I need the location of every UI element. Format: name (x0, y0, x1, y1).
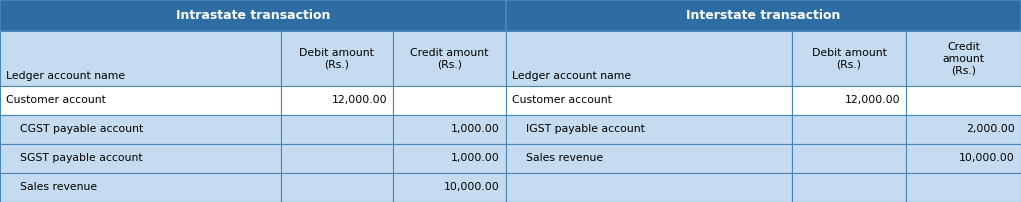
Text: 10,000.00: 10,000.00 (959, 153, 1015, 163)
Bar (0, 0, 506, 31)
Bar (393, 115, 506, 144)
Text: Sales revenue: Sales revenue (512, 153, 603, 163)
Text: Debit amount
(Rs.): Debit amount (Rs.) (299, 48, 375, 69)
Bar (906, 173, 1021, 202)
Text: 12,000.00: 12,000.00 (332, 95, 387, 105)
Bar (506, 0, 1021, 31)
Bar (393, 31, 506, 86)
Bar (906, 31, 1021, 86)
Text: Interstate transaction: Interstate transaction (686, 9, 840, 22)
Bar (906, 144, 1021, 173)
Bar (281, 115, 393, 144)
Bar (791, 173, 906, 202)
Bar (506, 31, 791, 86)
Text: Ledger account name: Ledger account name (512, 71, 631, 81)
Bar (791, 115, 906, 144)
Bar (281, 173, 393, 202)
Text: Credit
amount
(Rs.): Credit amount (Rs.) (942, 42, 984, 75)
Text: IGST payable account: IGST payable account (512, 124, 645, 134)
Bar (0, 173, 281, 202)
Text: 10,000.00: 10,000.00 (444, 182, 500, 193)
Bar (791, 144, 906, 173)
Bar (791, 31, 906, 86)
Bar (0, 31, 281, 86)
Text: 2,000.00: 2,000.00 (966, 124, 1015, 134)
Bar (791, 86, 906, 115)
Bar (0, 115, 281, 144)
Bar (393, 86, 506, 115)
Bar (281, 86, 393, 115)
Bar (506, 173, 791, 202)
Text: 1,000.00: 1,000.00 (451, 153, 500, 163)
Bar (506, 86, 791, 115)
Bar (506, 115, 791, 144)
Text: 12,000.00: 12,000.00 (844, 95, 900, 105)
Text: SGST payable account: SGST payable account (6, 153, 143, 163)
Text: CGST payable account: CGST payable account (6, 124, 143, 134)
Bar (506, 144, 791, 173)
Text: Credit amount
(Rs.): Credit amount (Rs.) (410, 48, 489, 69)
Text: Customer account: Customer account (512, 95, 612, 105)
Text: Intrastate transaction: Intrastate transaction (176, 9, 330, 22)
Text: Sales revenue: Sales revenue (6, 182, 97, 193)
Bar (906, 86, 1021, 115)
Bar (0, 86, 281, 115)
Bar (906, 115, 1021, 144)
Bar (281, 144, 393, 173)
Text: Ledger account name: Ledger account name (6, 71, 126, 81)
Bar (281, 31, 393, 86)
Text: Debit amount
(Rs.): Debit amount (Rs.) (812, 48, 886, 69)
Text: 1,000.00: 1,000.00 (451, 124, 500, 134)
Bar (0, 144, 281, 173)
Text: Customer account: Customer account (6, 95, 106, 105)
Bar (393, 144, 506, 173)
Bar (393, 173, 506, 202)
